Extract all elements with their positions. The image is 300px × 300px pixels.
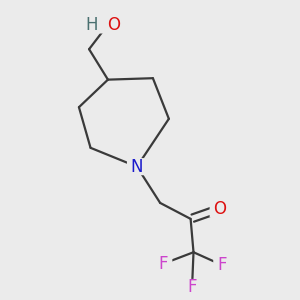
FancyBboxPatch shape [213, 257, 232, 273]
Text: F: F [218, 256, 227, 274]
FancyBboxPatch shape [210, 200, 230, 217]
Text: O: O [107, 16, 120, 34]
Text: F: F [187, 278, 197, 296]
FancyBboxPatch shape [127, 158, 147, 175]
FancyBboxPatch shape [154, 256, 172, 272]
Text: O: O [213, 200, 226, 218]
Text: H: H [86, 16, 98, 34]
Text: F: F [158, 255, 168, 273]
FancyBboxPatch shape [183, 279, 201, 295]
FancyBboxPatch shape [83, 16, 119, 34]
Text: N: N [131, 158, 143, 176]
